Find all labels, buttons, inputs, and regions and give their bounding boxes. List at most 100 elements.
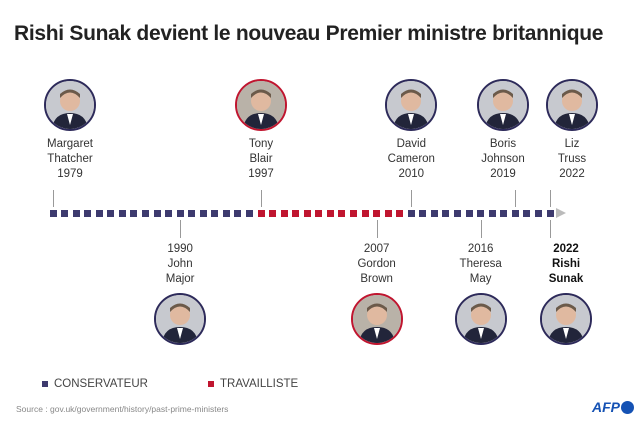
pm-sunak: 2022 Rishi Sunak	[521, 242, 611, 345]
pm-last-name: Major	[165, 273, 195, 285]
timeline-year-2022	[546, 210, 554, 217]
portrait-photo	[454, 293, 507, 345]
pm-year: 1997	[248, 168, 274, 180]
timeline-year-1998	[269, 210, 277, 217]
timeline-year-2010	[407, 210, 415, 217]
timeline-year-1981	[72, 210, 80, 217]
timeline-year-1982	[84, 210, 92, 217]
pm-last-name: Brown	[360, 273, 393, 285]
pm-year: 2007	[363, 243, 390, 255]
timeline-year-1984	[107, 210, 115, 217]
timeline-year-2014	[454, 210, 462, 217]
connector-line	[261, 190, 263, 207]
timeline-year-2003	[326, 210, 334, 217]
legend-labour: TRAVAILLISTE	[208, 378, 298, 390]
pm-last-name: Truss	[557, 153, 587, 165]
timeline-year-2021	[534, 210, 542, 217]
connector-line	[411, 190, 413, 207]
timeline-year-1992	[199, 210, 207, 217]
connector-line	[515, 190, 517, 207]
timeline-year-1991	[188, 210, 196, 217]
pm-cameron: David Cameron 2010	[366, 79, 456, 182]
pm-last-name: Blair	[249, 153, 273, 165]
portrait-photo	[477, 79, 529, 131]
timeline-year-2015	[465, 210, 473, 217]
legend-conservative: CONSERVATEUR	[42, 378, 148, 390]
timeline-year-1987	[141, 210, 149, 217]
pm-first-name: Tony	[248, 138, 274, 150]
timeline-year-1993	[211, 210, 219, 217]
conservative-swatch	[42, 381, 48, 387]
timeline-year-2006	[361, 210, 369, 217]
pm-first-name: Liz	[564, 138, 580, 150]
pm-first-name: John	[167, 258, 193, 270]
timeline-year-2013	[442, 210, 450, 217]
timeline-year-2020	[523, 210, 531, 217]
timeline-year-1994	[222, 210, 230, 217]
timeline-year-2004	[338, 210, 346, 217]
portrait-photo	[546, 79, 598, 131]
pm-year: 2010	[398, 168, 425, 180]
page-title: Rishi Sunak devient le nouveau Premier m…	[14, 22, 604, 45]
connector-line	[550, 220, 551, 238]
timeline-year-2005	[350, 210, 357, 217]
timeline-year-2011	[419, 210, 427, 217]
pm-last-name: Thatcher	[47, 153, 93, 165]
portrait-photo	[385, 79, 438, 131]
timeline-year-2008	[384, 210, 392, 217]
pm-may: 2016 Theresa May	[436, 242, 526, 345]
connector-line	[376, 220, 378, 238]
connector-line	[550, 190, 551, 207]
timeline-year-2012	[430, 210, 438, 217]
portrait-photo	[540, 293, 592, 345]
legend-labour-label: TRAVAILLISTE	[220, 378, 299, 390]
pm-johnson: Boris Johnson 2019	[458, 79, 548, 182]
timeline-year-2019	[511, 210, 519, 217]
timeline-year-2002	[315, 210, 323, 217]
afp-logo: AFP	[592, 399, 634, 415]
pm-first-name: Theresa	[459, 258, 502, 270]
pm-year: 2016	[467, 243, 494, 255]
connector-line	[180, 220, 182, 238]
afp-logo-dot	[621, 400, 634, 414]
pm-last-name: Sunak	[548, 273, 584, 285]
timeline-year-2017	[488, 210, 496, 217]
timeline-year-1988	[153, 210, 161, 217]
timeline-year-1979	[49, 210, 57, 217]
pm-year: 2022	[559, 168, 585, 180]
pm-brown: 2007 Gordon Brown	[332, 242, 422, 345]
timeline-year-1999	[280, 210, 288, 217]
portrait-photo	[44, 79, 96, 131]
source-note: Source : gov.uk/government/history/past-…	[16, 404, 229, 414]
timeline-year-2001	[303, 210, 311, 217]
timeline-year-1996	[245, 210, 253, 217]
afp-logo-text: AFP	[592, 399, 620, 415]
timeline-year-1997	[257, 210, 265, 217]
timeline-year-1986	[130, 210, 138, 217]
timeline-year-2007	[373, 210, 381, 217]
timeline-year-1990	[176, 210, 184, 217]
pm-last-name: Johnson	[481, 153, 525, 165]
pm-first-name: David	[396, 138, 426, 150]
pm-last-name: May	[469, 273, 492, 285]
connector-line	[480, 220, 482, 238]
pm-blair: Tony Blair 1997	[216, 79, 306, 182]
portrait-photo	[154, 293, 207, 345]
timeline-year-1980	[61, 210, 69, 217]
portrait-photo	[350, 293, 403, 345]
pm-truss: Liz Truss 2022	[527, 79, 617, 182]
pm-year: 1979	[57, 168, 83, 180]
pm-last-name: Cameron	[387, 153, 435, 165]
timeline-arrow-icon	[556, 208, 566, 218]
pm-year: 2019	[490, 168, 516, 180]
timeline-year-2016	[477, 210, 485, 217]
pm-first-name: Boris	[489, 138, 517, 150]
labour-swatch	[208, 381, 214, 387]
connector-line	[53, 190, 54, 207]
timeline-year-2000	[292, 210, 300, 217]
pm-year: 1990	[167, 243, 193, 255]
timeline-year-1983	[95, 210, 103, 217]
pm-first-name: Margaret	[46, 138, 94, 150]
pm-major: 1990 John Major	[135, 242, 225, 345]
